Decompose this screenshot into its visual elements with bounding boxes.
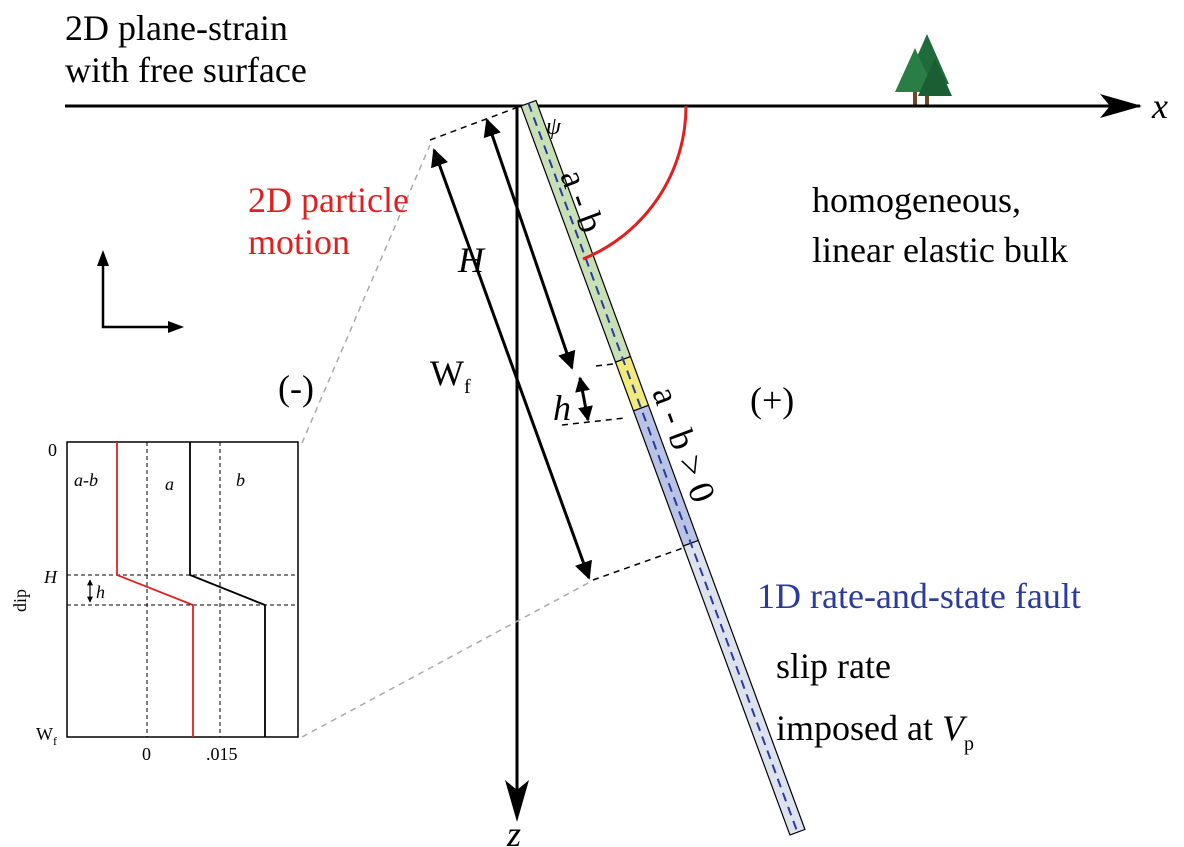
z-arrow	[505, 780, 529, 822]
angle-label: ψ	[546, 114, 562, 140]
plus-side: (+)	[750, 380, 794, 420]
loading-text: imposed at	[776, 708, 942, 748]
tree-icon	[895, 34, 952, 106]
motion-line: 2D particle	[248, 180, 409, 220]
header-line: 2D plane-strain	[65, 8, 288, 48]
x-arrow	[1100, 94, 1142, 118]
inset-y-top: 0	[48, 440, 57, 460]
inset-dip: dip	[10, 589, 30, 612]
arrowhead	[97, 250, 109, 266]
minus-side: (-)	[278, 368, 314, 408]
W-label: Wf	[430, 353, 471, 398]
inset	[66, 441, 299, 738]
inset-x-max: .015	[206, 744, 238, 764]
inset-H: H	[43, 567, 58, 587]
z-label: z	[506, 814, 521, 847]
H-label: H	[457, 240, 486, 280]
W-sub: f	[464, 376, 471, 398]
h-arrow	[575, 376, 593, 422]
fault	[520, 99, 806, 836]
inset-a: a	[165, 474, 174, 494]
inset-b: b	[236, 470, 245, 490]
bulk-line: linear elastic bulk	[812, 230, 1068, 270]
dip-angle-arc	[582, 105, 688, 261]
fault-title: 1D rate-and-state fault	[757, 576, 1081, 616]
h-label: h	[553, 388, 571, 428]
motion-line: motion	[248, 222, 350, 262]
loading-line: imposed at Vp	[776, 708, 974, 755]
inset-x-zero: 0	[142, 744, 151, 764]
W-main: W	[36, 724, 53, 744]
W-arrow	[431, 148, 592, 580]
guide-lines	[429, 105, 684, 581]
arrowhead	[168, 321, 184, 333]
V-main: V	[942, 708, 968, 748]
inset-W: Wf	[36, 724, 57, 748]
inset-h: h	[96, 582, 105, 602]
inset-ab: a-b	[74, 470, 98, 490]
V-sub: p	[964, 733, 974, 755]
W-sub: f	[53, 734, 57, 748]
loading-line: slip rate	[776, 646, 891, 686]
x-label: x	[1151, 86, 1168, 126]
header-line: with free surface	[65, 50, 307, 90]
motion-axes	[101, 255, 178, 329]
W-main: W	[430, 353, 464, 393]
upper-fault-label: a - b	[552, 164, 612, 238]
bulk-line: homogeneous,	[812, 180, 1021, 220]
